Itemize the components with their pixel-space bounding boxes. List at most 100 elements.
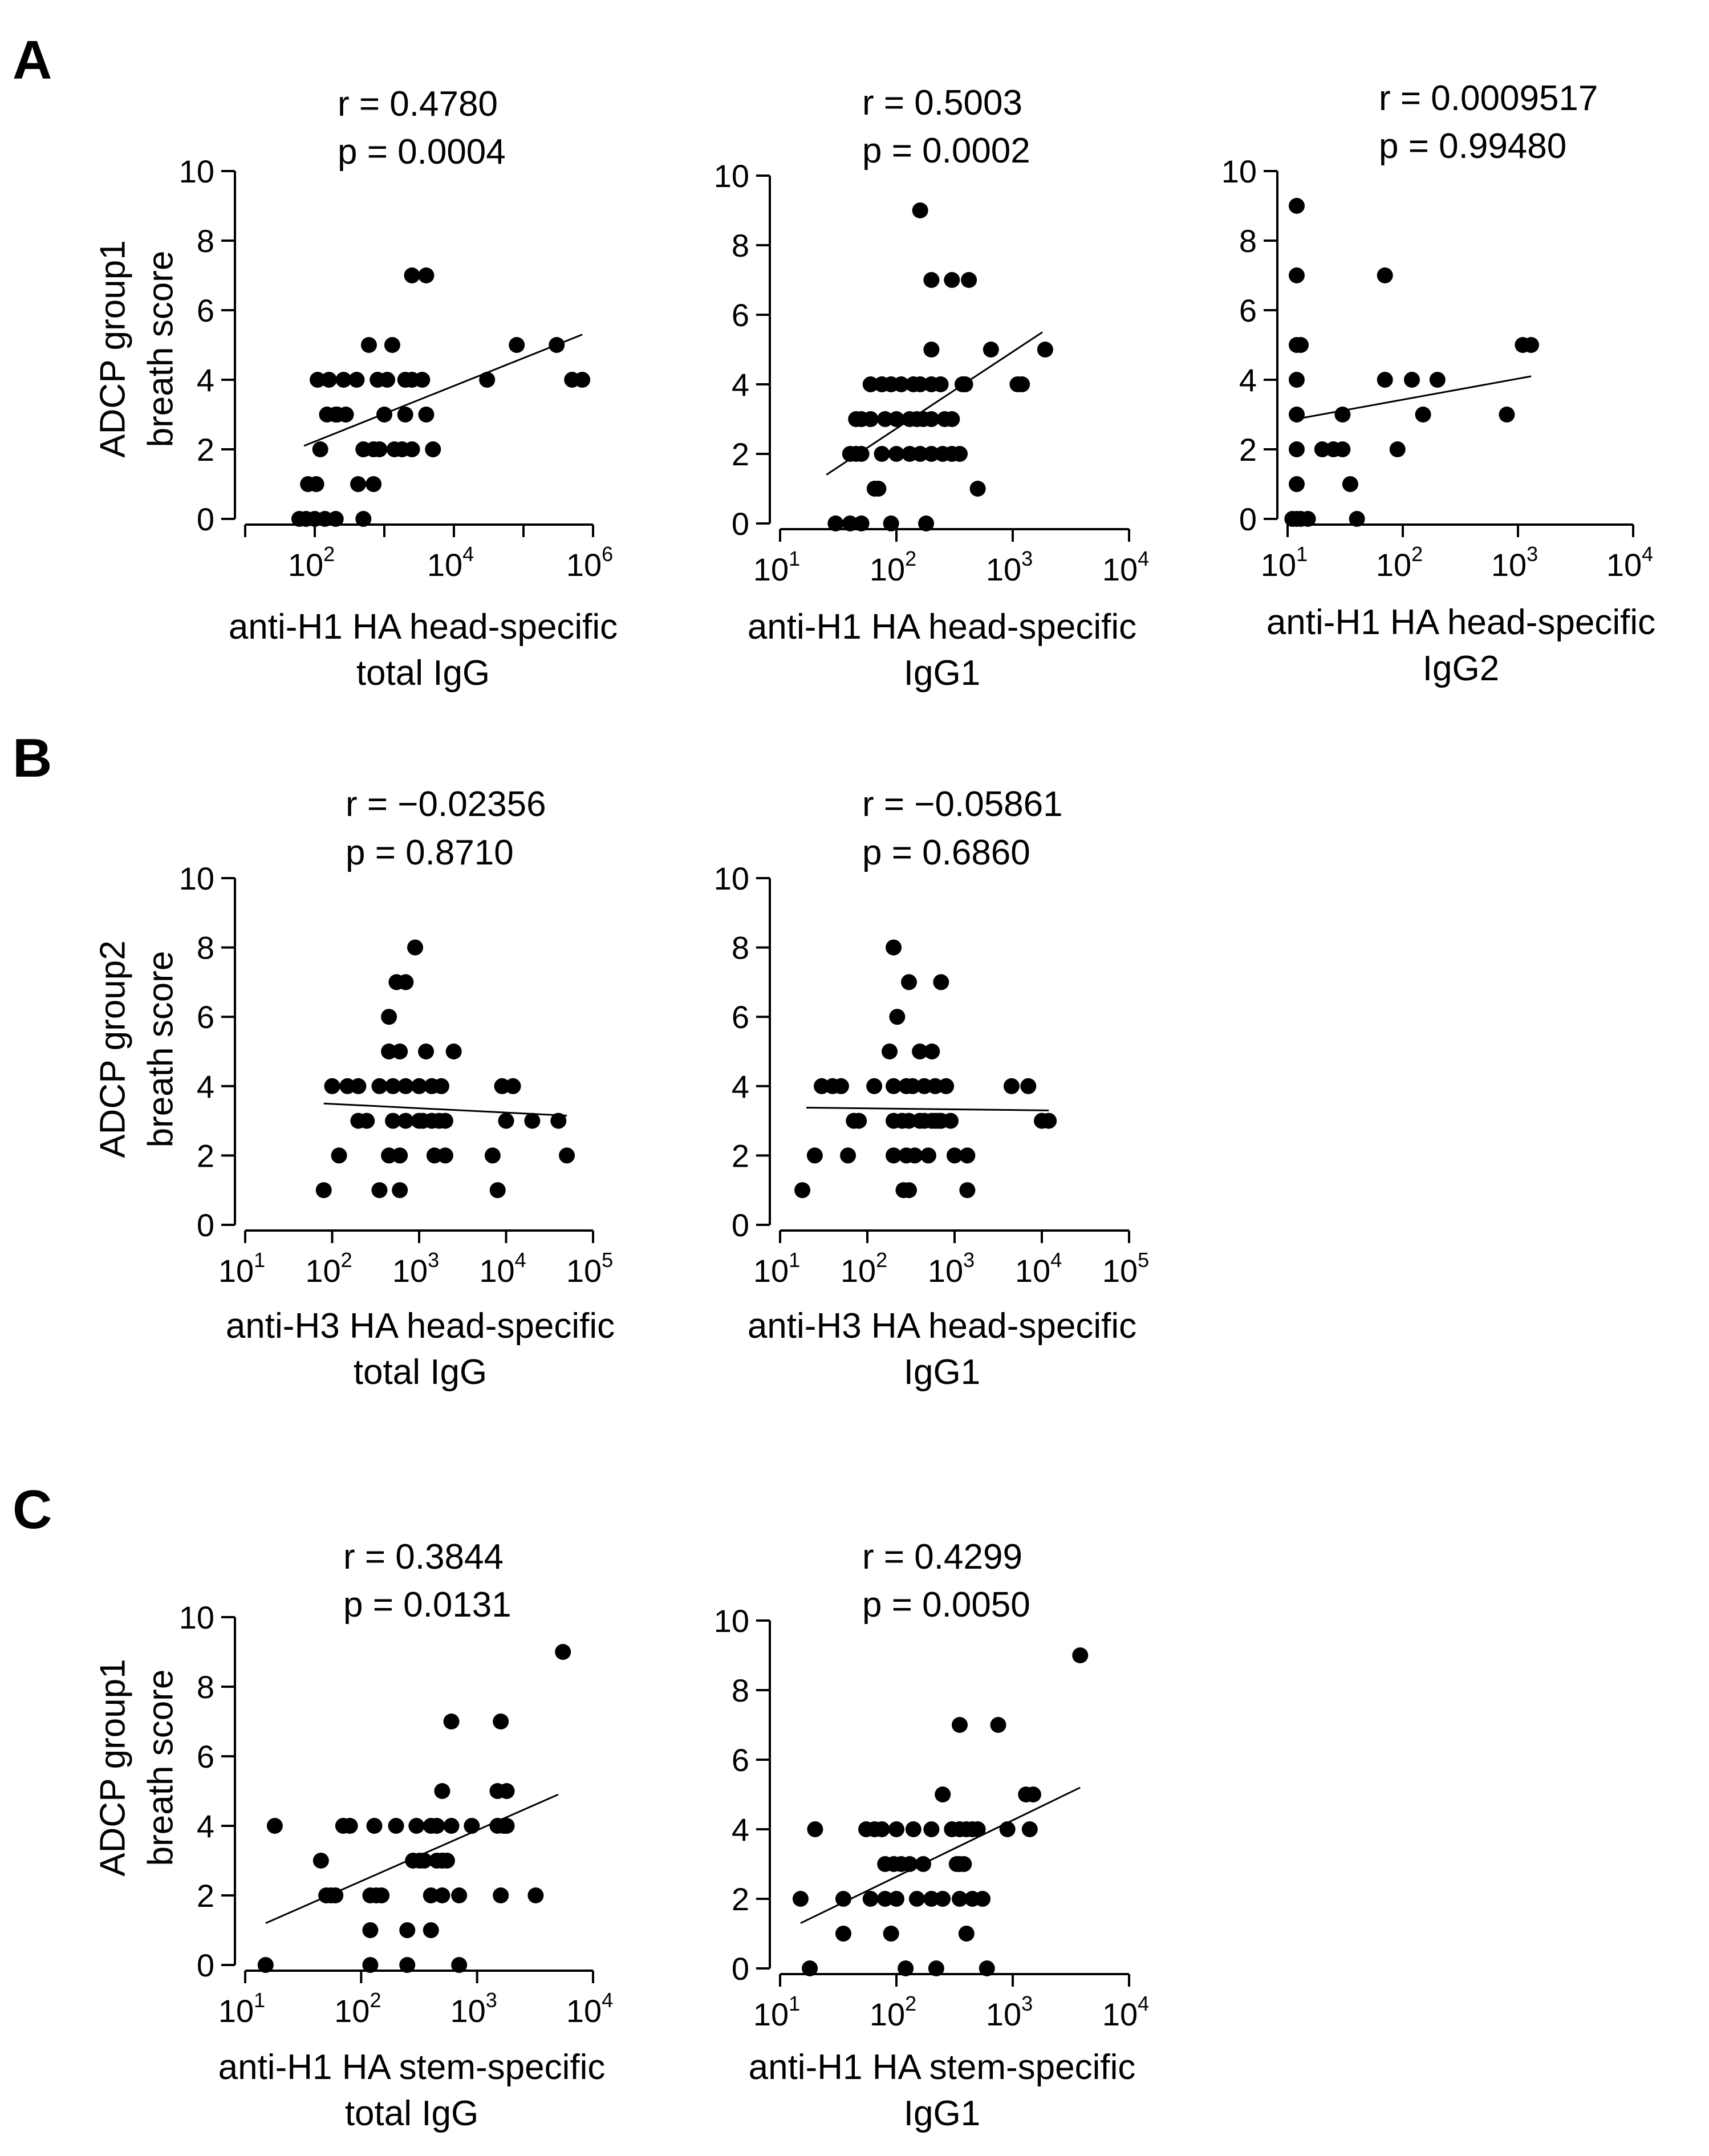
y-tick-label: 10: [714, 158, 749, 194]
y-tick-label: 8: [732, 930, 749, 966]
data-point: [807, 1821, 823, 1837]
data-point: [1349, 511, 1365, 527]
x-axis-label-a1: anti-H1 HA head-specific total IgG: [229, 604, 618, 696]
data-point: [806, 1147, 823, 1164]
data-point: [1288, 441, 1305, 457]
stat-p-a2: p = 0.0002: [862, 131, 1030, 170]
stat-r-b2: r = −0.05861: [862, 785, 1063, 824]
data-point: [1025, 1786, 1041, 1802]
data-point: [923, 446, 940, 462]
data-point: [888, 1821, 904, 1837]
data-point: [376, 407, 392, 423]
data-point: [912, 202, 928, 218]
data-point: [862, 1891, 879, 1907]
x-tick-label: 106: [566, 542, 613, 583]
data-point: [957, 376, 973, 392]
data-point: [969, 1821, 986, 1837]
stat-r-a2: r = 0.5003: [862, 83, 1022, 123]
data-point: [979, 1960, 995, 1976]
data-point: [893, 376, 910, 392]
data-point: [932, 376, 949, 392]
y-tick-label: 2: [732, 1138, 749, 1174]
data-point: [923, 411, 940, 427]
panel-label-a: A: [13, 30, 52, 91]
x-tick-label: 104: [1102, 1992, 1149, 2032]
x-tick-label: 104: [566, 1988, 613, 2029]
data-point: [928, 1960, 944, 1976]
data-point: [397, 974, 414, 990]
data-point: [418, 407, 435, 423]
data-point: [498, 1112, 514, 1129]
x-tick-label: 104: [1015, 1248, 1062, 1289]
x-tick-label: 103: [450, 1988, 497, 2029]
data-point: [266, 1818, 283, 1834]
data-point: [886, 1078, 902, 1094]
data-point: [888, 446, 904, 462]
data-point: [1041, 1112, 1057, 1129]
data-point: [505, 1078, 521, 1094]
data-point: [912, 376, 928, 392]
data-point: [888, 411, 904, 427]
x-tick-label: 105: [1102, 1248, 1149, 1289]
data-point: [493, 1714, 509, 1729]
data-point: [1314, 441, 1330, 457]
y-tick-label: 2: [197, 432, 214, 468]
data-point: [920, 1147, 936, 1164]
y-tick-label: 8: [732, 228, 749, 263]
x-tick-label: 104: [1102, 547, 1149, 587]
data-point: [327, 511, 344, 527]
data-point: [371, 1078, 388, 1094]
data-point: [898, 1960, 914, 1976]
y-tick-label: 2: [732, 436, 749, 472]
data-point: [366, 476, 382, 492]
data-point: [1403, 372, 1420, 388]
data-point: [862, 376, 879, 392]
data-point: [320, 372, 337, 388]
data-point: [870, 481, 887, 497]
chart-b2: 0 2 4 6 8 10 101 102 103 104 105: [714, 860, 1149, 1289]
data-point: [392, 1182, 408, 1199]
data-point: [1288, 476, 1305, 492]
y-tick-label: 8: [197, 223, 214, 259]
data-point: [366, 1818, 383, 1834]
data-point: [312, 441, 328, 457]
x-tick-label: 101: [753, 547, 800, 587]
data-point: [1300, 511, 1316, 527]
data-point: [794, 1182, 811, 1199]
x-label-b2-line1: anti-H3 HA head-specific: [747, 1306, 1137, 1346]
data-point: [355, 511, 372, 527]
data-point: [792, 1891, 809, 1907]
data-point: [429, 1818, 445, 1834]
regression-line: [806, 1106, 1049, 1111]
data-point: [404, 441, 420, 457]
regression-line: [303, 334, 583, 447]
y-tick-label: 6: [197, 293, 214, 328]
data-point: [883, 1926, 899, 1942]
data-point: [1429, 372, 1446, 388]
data-point: [1021, 1821, 1038, 1837]
data-point: [886, 1147, 902, 1164]
x-label-a3-line1: anti-H1 HA head-specific: [1266, 603, 1656, 642]
data-point: [312, 1853, 329, 1869]
data-point: [324, 1078, 340, 1094]
y-tick-label: 4: [732, 1069, 749, 1105]
data-point: [959, 1182, 976, 1199]
data-point: [374, 1887, 390, 1903]
x-tick-label: 101: [1261, 542, 1308, 583]
data-point: [889, 1009, 906, 1025]
y-tick-label: 10: [1221, 153, 1257, 189]
data-point: [425, 441, 441, 457]
chart-c1: 0 2 4 6 8 10 101 102 103 104: [179, 1599, 613, 2029]
data-point: [1014, 376, 1030, 392]
chart-a1: 0 2 4 6 8 10 102 104 106: [179, 153, 613, 583]
x-label-b1-line2: total IgG: [353, 1352, 488, 1392]
data-point: [802, 1960, 818, 1976]
stat-r-c2: r = 0.4299: [862, 1537, 1022, 1577]
x-label-a2-line1: anti-H1 HA head-specific: [747, 607, 1137, 647]
data-point: [423, 1887, 439, 1903]
chart-b1: 0 2 4 6 8 10 101 102 103 104 105: [179, 860, 613, 1289]
data-point: [308, 476, 324, 492]
y-tick-label: 8: [197, 1669, 214, 1705]
data-point: [381, 1009, 397, 1025]
x-label-b2-line2: IgG1: [903, 1352, 981, 1392]
